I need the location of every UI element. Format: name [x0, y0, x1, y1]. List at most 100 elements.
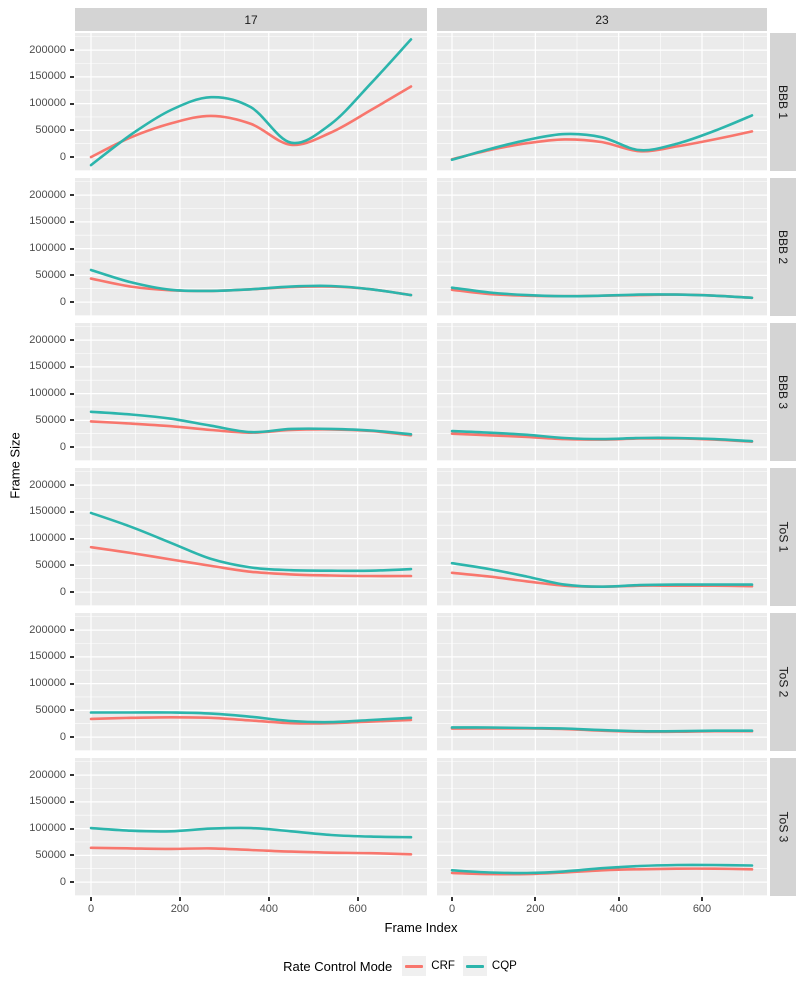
y-tick-mark	[70, 510, 74, 513]
series-line-crf	[89, 846, 413, 856]
x-tick-mark	[534, 897, 537, 901]
series-line-crf	[450, 867, 754, 876]
legend-label: CQP	[491, 960, 517, 972]
x-tick-label: 0	[448, 903, 456, 915]
facet-row-label: ToS 2	[776, 666, 790, 698]
y-tick-mark	[70, 220, 74, 223]
y-tick-label: 200000	[29, 188, 66, 201]
x-tick-mark	[356, 897, 359, 901]
facet-row-strip-tos-3: ToS 3	[770, 758, 796, 896]
y-tick-label: 200000	[29, 43, 66, 56]
legend-entry-crf: CRF	[402, 956, 455, 976]
series-line-crf	[450, 130, 754, 161]
y-axis-title: Frame Size	[7, 432, 23, 499]
series-line-cqp	[89, 268, 413, 297]
y-tick-label: 100000	[29, 532, 66, 545]
x-tick-label: 400	[609, 903, 628, 915]
facet-column-label: 17	[244, 12, 258, 27]
facet-panel-bbb-1-23	[437, 33, 767, 171]
y-tick-mark	[70, 392, 74, 395]
x-tick-mark	[178, 897, 181, 901]
facet-panel-tos-1-17	[75, 468, 427, 606]
y-tick-label: 150000	[29, 70, 66, 83]
y-tick-label: 150000	[29, 795, 66, 808]
y-tick-label: 150000	[29, 505, 66, 518]
legend-entry-cqp: CQP	[462, 956, 517, 976]
y-tick-label: 0	[59, 295, 66, 308]
facet-panel-bbb-3-17	[75, 323, 427, 461]
y-tick-mark	[70, 736, 74, 739]
y-tick-label: 100000	[29, 677, 66, 690]
y-tick-mark	[70, 274, 74, 277]
facet-column-strip-23: 23	[437, 8, 767, 31]
y-tick-label: 150000	[29, 360, 66, 373]
y-tick-mark	[70, 591, 74, 594]
x-tick-label: 200	[526, 903, 545, 915]
y-tick-mark	[70, 655, 74, 658]
x-tick-mark	[267, 897, 270, 901]
facet-panel-tos-1-23	[437, 468, 767, 606]
legend: Rate Control Mode CRF CQP	[0, 948, 800, 984]
series-line-cqp	[450, 429, 754, 443]
y-tick-mark	[70, 247, 74, 250]
y-tick-mark	[70, 102, 74, 105]
y-tick-label: 0	[59, 150, 66, 163]
facet-panel-bbb-2-23	[437, 178, 767, 316]
facet-panel-bbb-3-23	[437, 323, 767, 461]
series-line-cqp	[89, 410, 413, 436]
y-tick-mark	[70, 629, 74, 632]
legend-label: CRF	[431, 960, 455, 972]
x-tick-label: 0	[87, 903, 95, 915]
y-tick-label: 100000	[29, 822, 66, 835]
series-line-cqp	[89, 511, 413, 573]
y-tick-mark	[70, 564, 74, 567]
facet-row-label: BBB 1	[776, 84, 790, 120]
y-tick-label: 200000	[29, 478, 66, 491]
y-tick-label: 100000	[29, 242, 66, 255]
y-tick-mark	[70, 800, 74, 803]
y-tick-label: 0	[59, 585, 66, 598]
y-tick-label: 50000	[35, 123, 66, 136]
facet-row-strip-bbb-2: BBB 2	[770, 178, 796, 316]
facet-row-label: ToS 1	[776, 521, 790, 553]
facet-column-label: 23	[595, 12, 609, 27]
y-tick-mark	[70, 446, 74, 449]
x-tick-mark	[90, 897, 92, 901]
y-tick-label: 150000	[29, 215, 66, 228]
y-tick-mark	[70, 194, 74, 197]
y-tick-mark	[70, 774, 74, 777]
y-tick-label: 200000	[29, 333, 66, 346]
facet-panel-tos-3-23	[437, 758, 767, 896]
facet-row-label: BBB 2	[776, 229, 790, 265]
series-line-crf	[89, 715, 413, 725]
facet-row-strip-bbb-3: BBB 3	[770, 323, 796, 461]
series-line-crf	[89, 545, 413, 578]
y-tick-mark	[70, 682, 74, 685]
y-tick-label: 200000	[29, 768, 66, 781]
y-tick-mark	[70, 419, 74, 422]
x-tick-label: 200	[170, 903, 190, 915]
y-tick-mark	[70, 827, 74, 830]
y-tick-label: 50000	[35, 558, 66, 571]
x-tick-label: 400	[259, 903, 278, 915]
facet-row-label: ToS 3	[776, 811, 790, 843]
legend-key-box	[462, 956, 487, 976]
facet-row-strip-tos-2: ToS 2	[770, 613, 796, 751]
y-tick-label: 50000	[35, 848, 66, 861]
series-line-cqp	[450, 114, 754, 162]
series-line-cqp	[89, 711, 413, 724]
y-tick-label: 200000	[29, 623, 66, 636]
facet-panel-tos-3-17	[75, 758, 427, 896]
facet-panel-tos-2-23	[437, 613, 767, 751]
y-tick-mark	[70, 484, 74, 487]
facet-row-strip-bbb-1: BBB 1	[770, 33, 796, 171]
y-tick-mark	[70, 156, 74, 159]
series-line-crf	[89, 85, 413, 159]
x-tick-mark	[701, 897, 703, 901]
y-tick-label: 50000	[35, 413, 66, 426]
series-line-cqp	[89, 38, 413, 167]
y-tick-label: 150000	[29, 650, 66, 663]
y-tick-mark	[70, 75, 74, 78]
y-tick-mark	[70, 537, 74, 540]
